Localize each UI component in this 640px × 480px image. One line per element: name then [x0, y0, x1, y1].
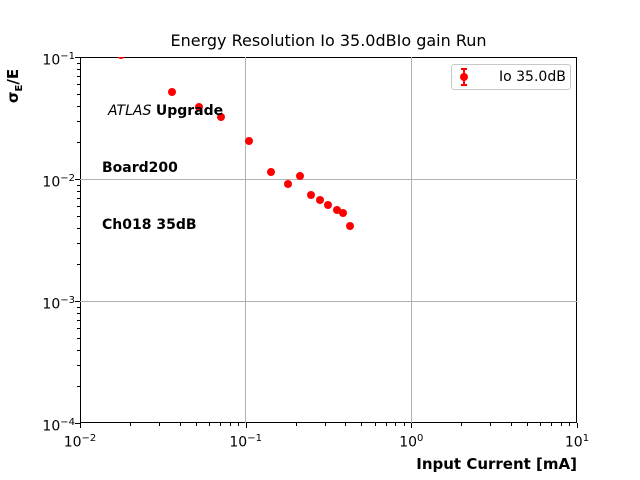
x-minor-tick — [540, 423, 542, 426]
x-minor-tick — [345, 423, 347, 426]
x-minor-tick — [527, 423, 529, 426]
x-major-tick — [245, 423, 247, 428]
x-gridline — [245, 57, 247, 423]
y-minor-tick — [77, 184, 80, 186]
y-minor-tick — [77, 227, 80, 229]
x-minor-tick — [208, 423, 210, 426]
y-minor-tick — [77, 105, 80, 107]
x-minor-tick — [490, 423, 492, 426]
x-major-tick — [80, 423, 81, 428]
y-tick-label: 10−4 — [42, 417, 75, 435]
chart-title: Energy Resolution Io 35.0dBIo gain Run — [170, 31, 487, 50]
annotation-line-3: Ch018 35dB — [102, 217, 197, 233]
y-minor-tick — [77, 349, 80, 351]
x-minor-tick — [569, 423, 571, 426]
x-minor-tick — [361, 423, 363, 426]
y-minor-tick — [77, 306, 80, 308]
y-minor-tick — [77, 319, 80, 321]
legend-label: Io 35.0dB — [499, 69, 566, 85]
x-tick-label: 10−2 — [63, 433, 97, 451]
y-minor-tick — [77, 120, 80, 122]
x-minor-tick — [324, 423, 326, 426]
y-major-tick — [75, 301, 80, 302]
legend: Io 35.0dB — [451, 64, 571, 90]
y-axis-label: σE/E — [2, 36, 25, 136]
annotation-line-1: ATLAS Upgrade — [102, 102, 223, 121]
y-minor-tick — [77, 197, 80, 199]
x-minor-tick — [374, 423, 376, 426]
y-gridline — [80, 300, 577, 302]
x-minor-tick — [179, 423, 181, 426]
x-tick-label: 10−1 — [229, 433, 262, 451]
errorbar-cap-bottom — [461, 84, 467, 86]
y-tick-label: 10−2 — [42, 173, 75, 191]
y-major-tick — [75, 423, 80, 424]
y-tick-label: 10−1 — [42, 51, 75, 69]
x-tick-label: 101 — [564, 433, 590, 451]
y-tick-label: 10−3 — [42, 295, 75, 313]
y-minor-tick — [77, 84, 80, 86]
y-axis-label-subscript: E — [14, 84, 25, 92]
x-minor-tick — [385, 423, 387, 426]
x-minor-tick — [395, 423, 397, 426]
x-minor-tick — [461, 423, 463, 426]
x-minor-tick — [295, 423, 297, 426]
y-minor-tick — [77, 206, 80, 208]
y-minor-tick — [77, 337, 80, 339]
annotation-block: ATLAS Upgrade Board200 Ch018 35dB — [102, 64, 223, 273]
annotation-atlas-text: ATLAS — [108, 103, 156, 119]
x-minor-tick — [159, 423, 161, 426]
x-tick-label: 100 — [399, 433, 424, 451]
annotation-upgrade-text: Upgrade — [155, 103, 224, 119]
y-gridline — [80, 178, 577, 180]
y-minor-tick — [77, 190, 80, 192]
y-minor-tick — [77, 328, 80, 330]
y-major-tick — [75, 179, 80, 180]
x-minor-tick — [220, 423, 221, 426]
y-axis-label-sigma: σ — [4, 91, 22, 104]
x-major-tick — [577, 423, 578, 428]
plot-area — [80, 57, 577, 423]
x-gridline — [410, 57, 412, 423]
annotation-line-2: Board200 — [102, 160, 178, 176]
x-minor-tick — [238, 423, 240, 426]
y-minor-tick — [77, 264, 80, 266]
x-major-tick — [411, 423, 413, 428]
x-minor-tick — [551, 423, 553, 426]
y-minor-tick — [77, 312, 80, 314]
x-minor-tick — [129, 423, 131, 426]
x-minor-tick — [403, 423, 405, 426]
y-minor-tick — [77, 75, 80, 77]
y-minor-tick — [77, 386, 80, 388]
x-minor-tick — [560, 423, 562, 426]
y-minor-tick — [77, 142, 80, 144]
y-minor-tick — [77, 215, 80, 217]
errorbar-marker-icon — [457, 65, 471, 89]
x-axis-label: Input Current [mA] — [416, 455, 577, 473]
y-minor-tick — [77, 93, 80, 95]
x-minor-tick — [195, 423, 197, 426]
errorbar-dot — [460, 73, 468, 81]
y-major-tick — [75, 57, 80, 58]
x-minor-tick — [229, 423, 231, 426]
y-axis-label-rest: /E — [4, 68, 22, 85]
y-minor-tick — [77, 242, 80, 244]
y-minor-tick — [77, 364, 80, 366]
y-minor-tick — [77, 68, 80, 70]
y-minor-tick — [77, 62, 80, 64]
x-minor-tick — [511, 423, 513, 426]
